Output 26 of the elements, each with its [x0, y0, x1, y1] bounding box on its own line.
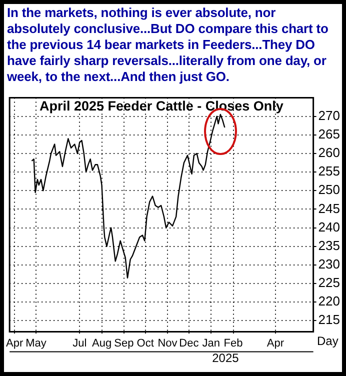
- x-tick-label: Sep: [114, 337, 134, 350]
- x-tick-label: Apr: [266, 337, 284, 350]
- y-tick-label: 230: [318, 256, 340, 272]
- y-tick-label: 245: [318, 200, 340, 216]
- x-tick-label: Aug: [92, 337, 112, 350]
- x-tick-label: Apr: [6, 337, 24, 350]
- x-tick-label: Nov: [158, 337, 178, 350]
- x-tick-label: May: [26, 337, 47, 350]
- x-axis-title: Day: [316, 334, 338, 348]
- y-tick-label: 215: [318, 312, 340, 328]
- y-tick-label: 220: [318, 294, 340, 309]
- y-tick-label: 235: [318, 238, 340, 253]
- x-tick-label: Jan: [202, 337, 220, 350]
- y-tick-label: 250: [318, 182, 340, 198]
- y-tick-label: 225: [318, 275, 340, 290]
- y-tick-label: 240: [318, 219, 340, 234]
- x-tick-label: Jul: [72, 337, 87, 350]
- y-tick-label: 270: [318, 108, 340, 123]
- chart-subtitle: In the markets, nothing is ever absolute, nor absolutely conclusive...But DO compare this chart to the previous 14 bear markets in Feeders...They DO have fairly sharp reversals...literally from one day, or week, to the next...And then just GO.: [7, 5, 330, 85]
- y-tick-label: 265: [318, 126, 340, 142]
- y-tick-label: 255: [318, 164, 340, 179]
- x-tick-label: Oct: [136, 337, 154, 350]
- text: 2025: [212, 351, 240, 366]
- y-tick-label: 260: [318, 145, 340, 160]
- x-tick-label: Feb: [224, 337, 243, 350]
- x-tick-label: Dec: [179, 337, 200, 350]
